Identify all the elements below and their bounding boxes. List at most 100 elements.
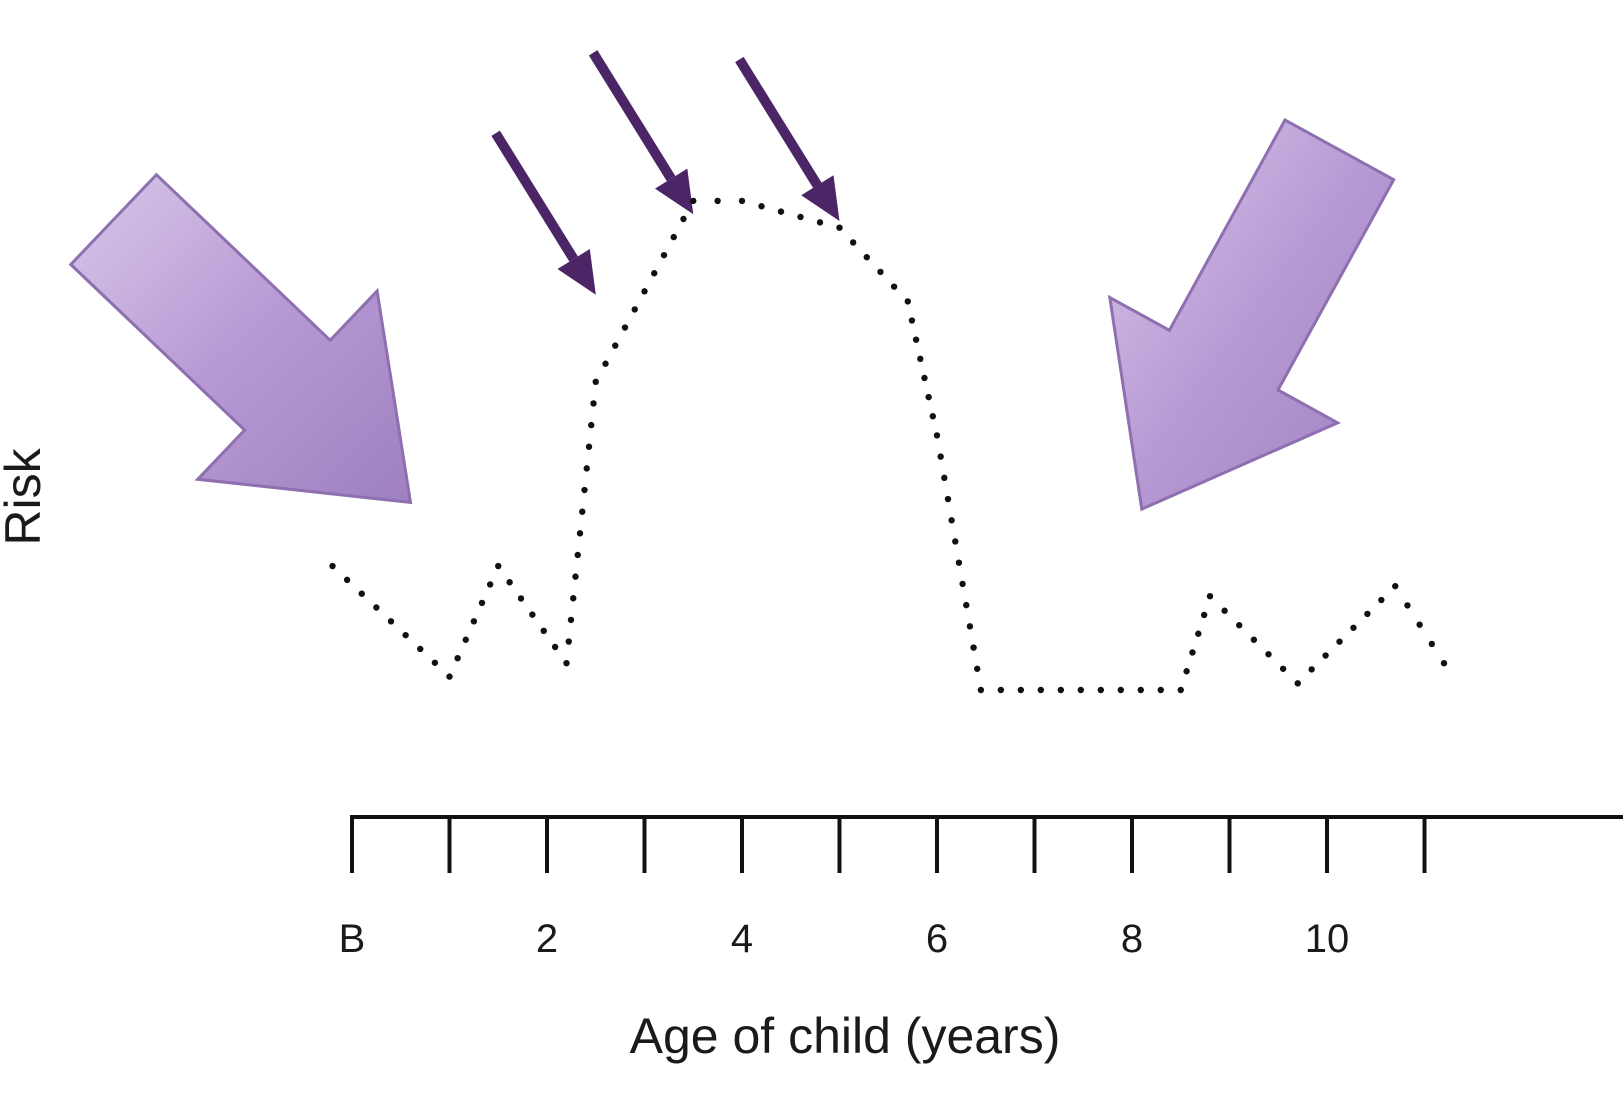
series-dot <box>387 618 395 625</box>
series-dot <box>631 306 638 313</box>
series-dot <box>925 393 932 401</box>
series-dot <box>1177 686 1184 694</box>
large-arrow <box>68 172 413 505</box>
series-dot <box>912 336 920 343</box>
series-dot <box>952 538 959 545</box>
x-tick-label: 4 <box>731 917 753 961</box>
series-dot <box>1392 582 1399 590</box>
series-dot <box>977 686 985 694</box>
series-dot <box>1378 596 1385 604</box>
series-dot <box>462 636 469 643</box>
series-dot <box>955 559 963 566</box>
x-tick-label: 8 <box>1121 917 1143 961</box>
series-dot <box>1404 602 1411 609</box>
series-dot <box>777 208 785 215</box>
series-dot <box>941 474 948 482</box>
series-dot <box>1189 649 1196 656</box>
series-dot <box>417 645 424 653</box>
series-dot <box>651 270 658 277</box>
series-dot <box>1336 638 1343 645</box>
series-dot <box>486 581 494 588</box>
series-dot <box>402 631 409 639</box>
series-dot <box>1117 686 1124 694</box>
series-dot <box>863 253 870 261</box>
series-dot <box>1265 651 1272 658</box>
series-dot <box>585 443 593 450</box>
series-dot <box>966 623 974 630</box>
series-dot <box>431 659 439 666</box>
x-tick-label: 2 <box>536 917 558 961</box>
series-dot <box>1183 668 1190 675</box>
annotations-layer <box>68 50 1396 512</box>
series-dot <box>602 360 609 367</box>
large-arrow <box>1107 117 1396 512</box>
series-dot <box>849 239 857 246</box>
x-tick-label: 10 <box>1305 917 1350 961</box>
series-dot <box>929 413 937 420</box>
thin-arrow <box>557 249 596 295</box>
series-dot <box>738 197 746 205</box>
x-axis-ticks <box>350 817 1427 873</box>
series-dot <box>574 551 581 559</box>
series-dot <box>670 233 677 241</box>
series-dot <box>908 317 916 324</box>
series-dot <box>690 197 697 205</box>
series-dot <box>963 601 970 609</box>
series-dot <box>959 580 966 588</box>
series-dot <box>1279 665 1287 672</box>
series-dot <box>970 644 977 651</box>
thin-arrow <box>655 168 694 215</box>
series-dot <box>1057 686 1065 694</box>
series-dot <box>1236 622 1243 629</box>
series-dot <box>551 643 559 651</box>
series-dot <box>797 213 804 221</box>
series-dot <box>506 579 513 586</box>
series-dot <box>836 224 843 231</box>
series-dot <box>1250 636 1258 643</box>
series-dot <box>758 203 765 210</box>
series-dot <box>517 595 525 602</box>
thin-arrow-shaft <box>735 56 822 188</box>
series-dot <box>1137 686 1144 694</box>
series-dot <box>540 627 547 635</box>
x-axis-tick-labels: B 2 4 6 8 10 <box>339 917 1350 961</box>
series-dot <box>572 573 579 580</box>
series-dot <box>1294 680 1301 687</box>
series-dot <box>1308 666 1315 673</box>
series-dot <box>1037 686 1045 694</box>
series-dot <box>454 654 461 662</box>
series-dot <box>563 660 570 667</box>
series-dot <box>1017 686 1025 694</box>
series-dot <box>1350 624 1357 631</box>
series-dot <box>478 599 486 607</box>
series-dot <box>937 453 944 460</box>
series-dot <box>1440 660 1448 667</box>
thin-arrow <box>801 175 840 221</box>
series-dot <box>890 283 898 290</box>
series-dot <box>1195 630 1202 637</box>
series-dot <box>1428 640 1436 648</box>
series-dot <box>660 251 668 259</box>
series-dot <box>1206 593 1214 600</box>
series-dot <box>904 298 911 305</box>
series-dot <box>641 288 648 295</box>
series-dot <box>592 378 599 385</box>
series-dot <box>329 562 336 570</box>
series-dot <box>495 562 502 570</box>
series-dot <box>921 374 928 382</box>
series-dot <box>373 604 380 611</box>
series-dot <box>877 268 884 276</box>
series-dot <box>343 576 351 584</box>
series-dot <box>1221 607 1228 614</box>
series-dot <box>933 432 941 439</box>
series-dot <box>974 665 981 672</box>
series-dot <box>588 421 595 429</box>
series-dot <box>583 465 590 472</box>
x-axis-title: Age of child (years) <box>630 1008 1061 1064</box>
series-dot <box>529 611 536 618</box>
series-dot <box>1200 611 1208 619</box>
series-dot <box>1364 610 1371 618</box>
x-tick-label: 6 <box>926 917 948 961</box>
series-dot <box>1322 652 1329 659</box>
